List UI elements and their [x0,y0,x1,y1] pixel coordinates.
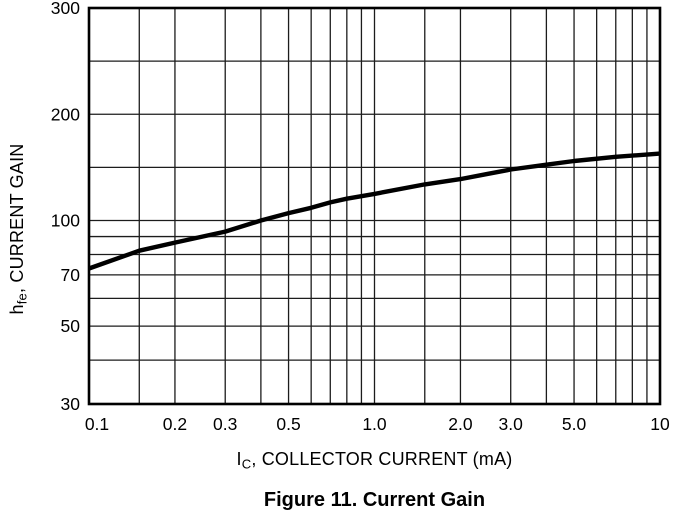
x-tick-label: 10 [650,414,670,434]
x-axis-title: IC, COLLECTOR CURRENT (mA) [89,449,660,472]
x-axis-title-rest: , COLLECTOR CURRENT (mA) [251,449,513,469]
y-tick-label: 50 [61,316,81,336]
y-axis-title: hfe, CURRENT GAIN [5,29,30,429]
x-tick-label: 5.0 [562,414,587,434]
x-tick-label: 0.1 [85,414,109,434]
y-tick-label: 70 [61,265,81,285]
x-tick-label: 1.0 [362,414,387,434]
y-tick-label: 30 [61,394,81,414]
y-axis-title-rest: , CURRENT GAIN [7,143,27,294]
x-tick-label: 0.5 [276,414,300,434]
hfe-curve [88,151,661,271]
x-tick-label: 0.3 [213,414,237,434]
y-tick-label: 100 [51,211,80,231]
plot-frame [87,6,662,406]
x-axis-symbol: I [236,449,242,469]
x-tick-label: 2.0 [448,414,473,434]
figure-caption: Figure 11. Current Gain [263,489,486,511]
x-tick-label: 0.2 [163,414,187,434]
y-tick-label: 300 [51,0,80,18]
y-axis-subscript: fe [14,293,30,305]
y-axis-symbol: h [7,304,27,315]
y-tick-label: 200 [51,104,80,124]
x-tick-label: 3.0 [499,414,524,434]
x-axis-subscript: C [241,456,252,472]
